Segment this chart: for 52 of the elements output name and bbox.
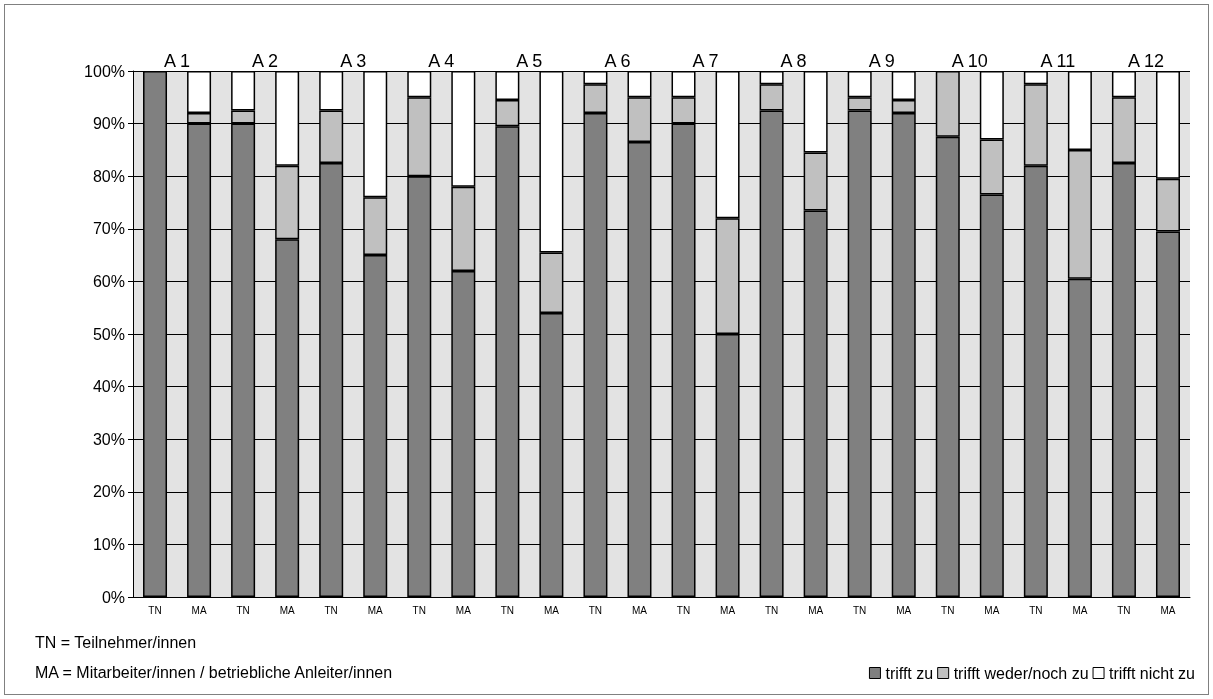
x-tick-label: MA [720,604,736,616]
text: A 2 [252,51,279,71]
y-tick-label: 40% [92,378,125,396]
y-tick-label: 0% [101,588,125,606]
x-tick-label: TN [676,604,691,616]
x-tick-label: TN [500,604,515,616]
x-tick-label: TN [148,604,162,616]
y-tick-label: 10% [92,535,125,553]
x-tick-label: TN [941,604,955,616]
x-tick-label: MA [455,604,472,616]
x-tick-label: TN [412,604,426,616]
x-tick-label: MA [808,604,824,616]
x-tick-label: TN [1029,604,1043,616]
x-tick-label: TN [764,604,779,616]
x-tick-label: TN [236,604,250,616]
legend-label: trifft zu [885,664,934,682]
y-tick-label: 20% [92,483,125,501]
text: A 11 [1040,51,1076,71]
x-tick-label: TN [588,604,603,616]
x-tick-label: TN [853,604,867,616]
text: TN = Teilnehmer/innen [35,633,197,651]
y-tick-label: 70% [92,220,125,238]
text: A 9 [868,51,895,71]
text: A 4 [428,51,455,71]
text: A 7 [692,51,719,71]
x-tick-label: MA [543,604,560,616]
x-tick-label: MA [984,604,1000,616]
legend-label: trifft weder/noch zu [953,664,1089,682]
x-tick-label: MA [1072,604,1088,616]
text: A 8 [780,51,807,71]
x-tick-label: MA [279,604,295,616]
x-tick-label: MA [1160,604,1176,616]
x-tick-label: MA [367,604,384,616]
x-tick-label: TN [324,604,338,616]
text: A 1 [164,51,191,71]
y-tick-label: 30% [92,430,125,448]
legend-label: trifft nicht zu [1109,664,1196,682]
y-tick-label: 90% [92,115,125,133]
y-tick-label: 60% [92,272,125,290]
y-tick-label: 50% [92,325,125,343]
x-tick-label: MA [631,604,648,616]
y-tick-label: 100% [84,62,125,80]
text: A 5 [516,51,543,71]
text: A 6 [604,51,631,71]
x-tick-label: TN [1117,604,1131,616]
text: A 3 [340,51,367,71]
text: A 12 [1127,51,1164,71]
text: MA = Mitarbeiter/innen / betriebliche Anleiter/innen [35,663,393,681]
x-tick-label: MA [191,604,207,616]
y-tick-label: 80% [92,167,125,185]
x-tick-label: MA [896,604,912,616]
text: A 10 [951,51,988,71]
